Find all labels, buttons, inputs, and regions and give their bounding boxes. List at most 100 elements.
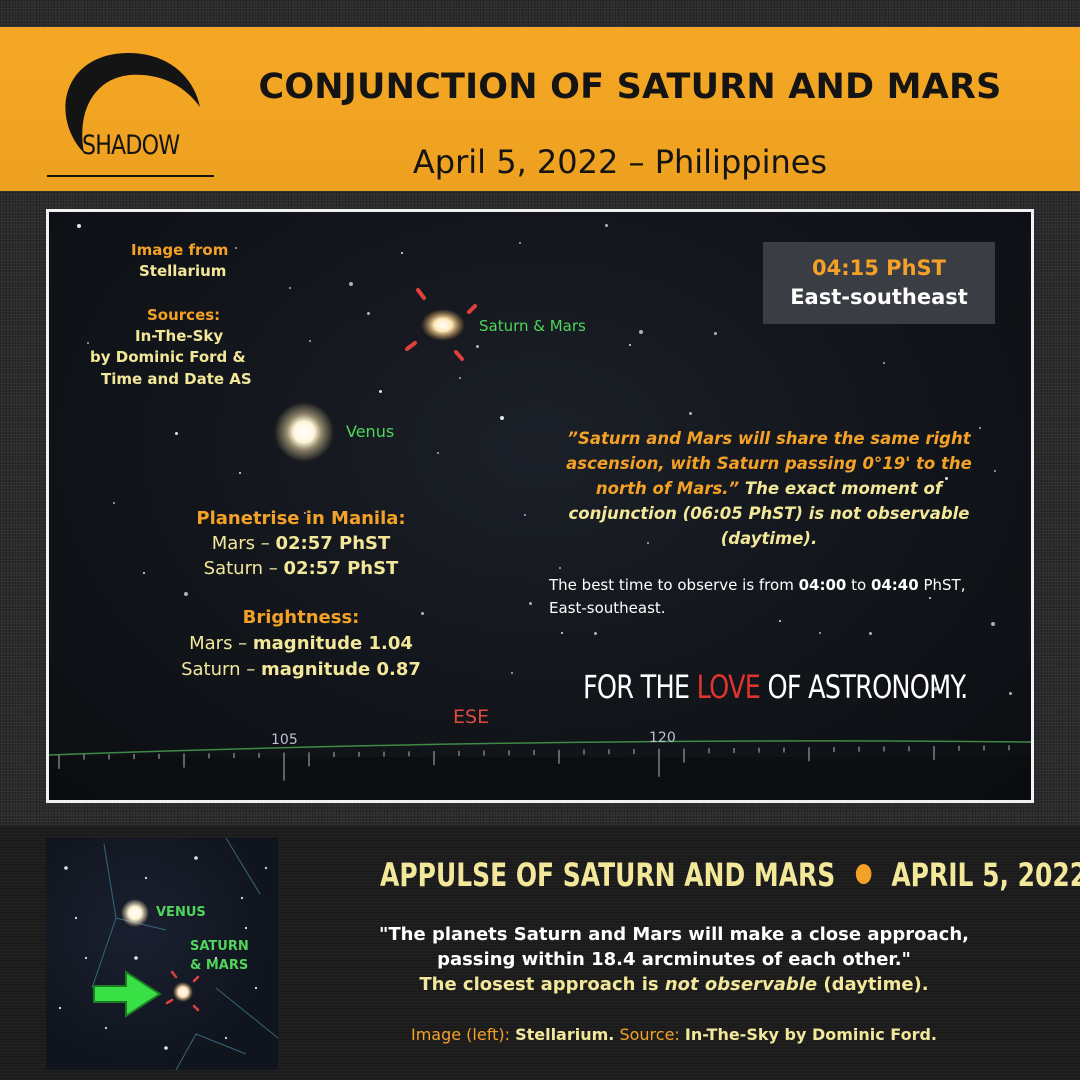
best-time-prefix: The best time to observe is from: [549, 576, 799, 594]
mars-prefix: Mars –: [189, 633, 253, 654]
azimuth-ticks: [58, 745, 1010, 781]
mars-rise-time: 02:57 PhST: [275, 533, 391, 554]
star: [235, 247, 237, 249]
inset-mars-label: & MARS: [190, 958, 249, 973]
star: [437, 452, 439, 454]
source-label: Source:: [614, 1025, 685, 1044]
star: [84, 956, 88, 960]
appulse-date: APRIL 5, 2022 – 09:42 PHST: [891, 856, 1080, 894]
sky-chart-panel: Image from Stellarium Sources: In-The-Sk…: [46, 209, 1034, 803]
star: [104, 1026, 108, 1030]
star: [264, 866, 268, 870]
star: [929, 597, 931, 599]
azimuth-label-105: 105: [271, 732, 298, 748]
best-time-mid: to: [846, 576, 871, 594]
saturn-prefix: Saturn –: [203, 558, 284, 579]
star: [605, 224, 608, 227]
conjunction-quote: ”Saturn and Mars will share the same rig…: [544, 426, 994, 551]
planetrise-mars: Mars – 02:57 PhST: [149, 531, 453, 556]
target-marker: [405, 288, 477, 361]
star: [459, 377, 461, 379]
best-time-end: 04:40: [870, 576, 919, 594]
constellation-lines: [91, 838, 278, 1070]
observation-time: 04:15 PhST: [812, 256, 946, 280]
star: [184, 592, 188, 596]
star: [883, 362, 885, 364]
star: [819, 632, 821, 634]
star: [113, 502, 115, 504]
star: [979, 427, 981, 429]
compass-direction: ESE: [453, 706, 490, 728]
star: [629, 344, 631, 346]
star: [58, 1006, 62, 1010]
star: [269, 672, 271, 674]
horizon-line: [49, 740, 1031, 800]
star: [559, 567, 561, 569]
source-2: by Dominic Ford &: [90, 348, 246, 366]
saturn-mars-planets: [173, 982, 193, 1002]
page-title: CONJUNCTION OF SATURN AND MARS: [258, 67, 1002, 107]
source-value: In-The-Sky by Dominic Ford.: [684, 1025, 937, 1044]
star: [289, 287, 291, 289]
star: [529, 602, 532, 605]
star: [519, 242, 521, 244]
target-marker: [165, 970, 200, 1012]
tagline-part2: OF ASTRONOMY.: [760, 668, 968, 706]
appulse-heading: APPULSE OF SATURN AND MARS APRIL 5, 2022 …: [380, 856, 1080, 894]
separator-dot-icon: [855, 864, 872, 884]
tagline-part1: FOR THE: [583, 668, 697, 706]
star: [689, 412, 692, 415]
appulse-inset-image: VENUS SATURN & MARS: [46, 838, 278, 1070]
appulse-source: Image (left): Stellarium. Source: In-The…: [306, 1024, 1042, 1046]
star: [87, 342, 89, 344]
star: [594, 632, 597, 635]
best-time-suffix: PhST, East-southeast.: [549, 576, 966, 617]
star: [309, 340, 311, 342]
brightness-mars: Mars – magnitude 1.04: [149, 631, 453, 657]
logo-text: SHADOW: [82, 130, 180, 161]
crescent-moon-icon: [65, 52, 200, 153]
star: [991, 622, 995, 626]
sky-overlay: [49, 288, 1031, 800]
inset-venus-label: VENUS: [156, 905, 206, 920]
image-source-label: Image (left):: [410, 1025, 516, 1044]
star: [143, 572, 145, 574]
closest-approach-note: The closest approach is not observable (…: [306, 972, 1042, 997]
star: [647, 542, 649, 544]
star: [994, 470, 996, 472]
sources-label: Sources:: [147, 306, 221, 324]
star: [379, 390, 382, 393]
star: [714, 332, 717, 335]
star: [175, 432, 178, 435]
star: [561, 632, 563, 634]
brightness-block: Brightness: Mars – magnitude 1.04 Saturn…: [149, 605, 453, 683]
best-time-start: 04:00: [798, 576, 847, 594]
appulse-quote: "The planets Saturn and Mars will make a…: [306, 922, 1042, 972]
venus-planet: [274, 402, 334, 462]
star: [74, 916, 78, 920]
azimuth-label-120: 120: [649, 730, 676, 746]
quote-text: ”Saturn and Mars will share the same rig…: [566, 429, 972, 498]
star: [244, 926, 248, 930]
planetrise-heading: Planetrise in Manila:: [196, 508, 406, 529]
star: [194, 856, 198, 860]
star: [144, 876, 148, 880]
brightness-saturn: Saturn – magnitude 0.87: [149, 657, 453, 683]
image-from-value: Stellarium: [139, 262, 227, 280]
star: [164, 1046, 168, 1050]
inset-star-field: [58, 856, 268, 1050]
observation-direction: East-southeast: [790, 285, 968, 309]
star: [511, 672, 513, 674]
star: [254, 986, 258, 990]
closest-prefix: The closest approach is: [419, 974, 665, 995]
logo-underline: [47, 175, 214, 177]
saturn-mars-label: Saturn & Mars: [479, 317, 586, 335]
star: [64, 866, 68, 870]
star: [476, 345, 479, 348]
inset-sky: [58, 838, 278, 1070]
star: [134, 956, 138, 960]
star: [934, 687, 938, 691]
closest-suffix: (daytime).: [817, 974, 929, 995]
star: [401, 252, 403, 254]
saturn-rise-time: 02:57 PhST: [283, 558, 399, 579]
